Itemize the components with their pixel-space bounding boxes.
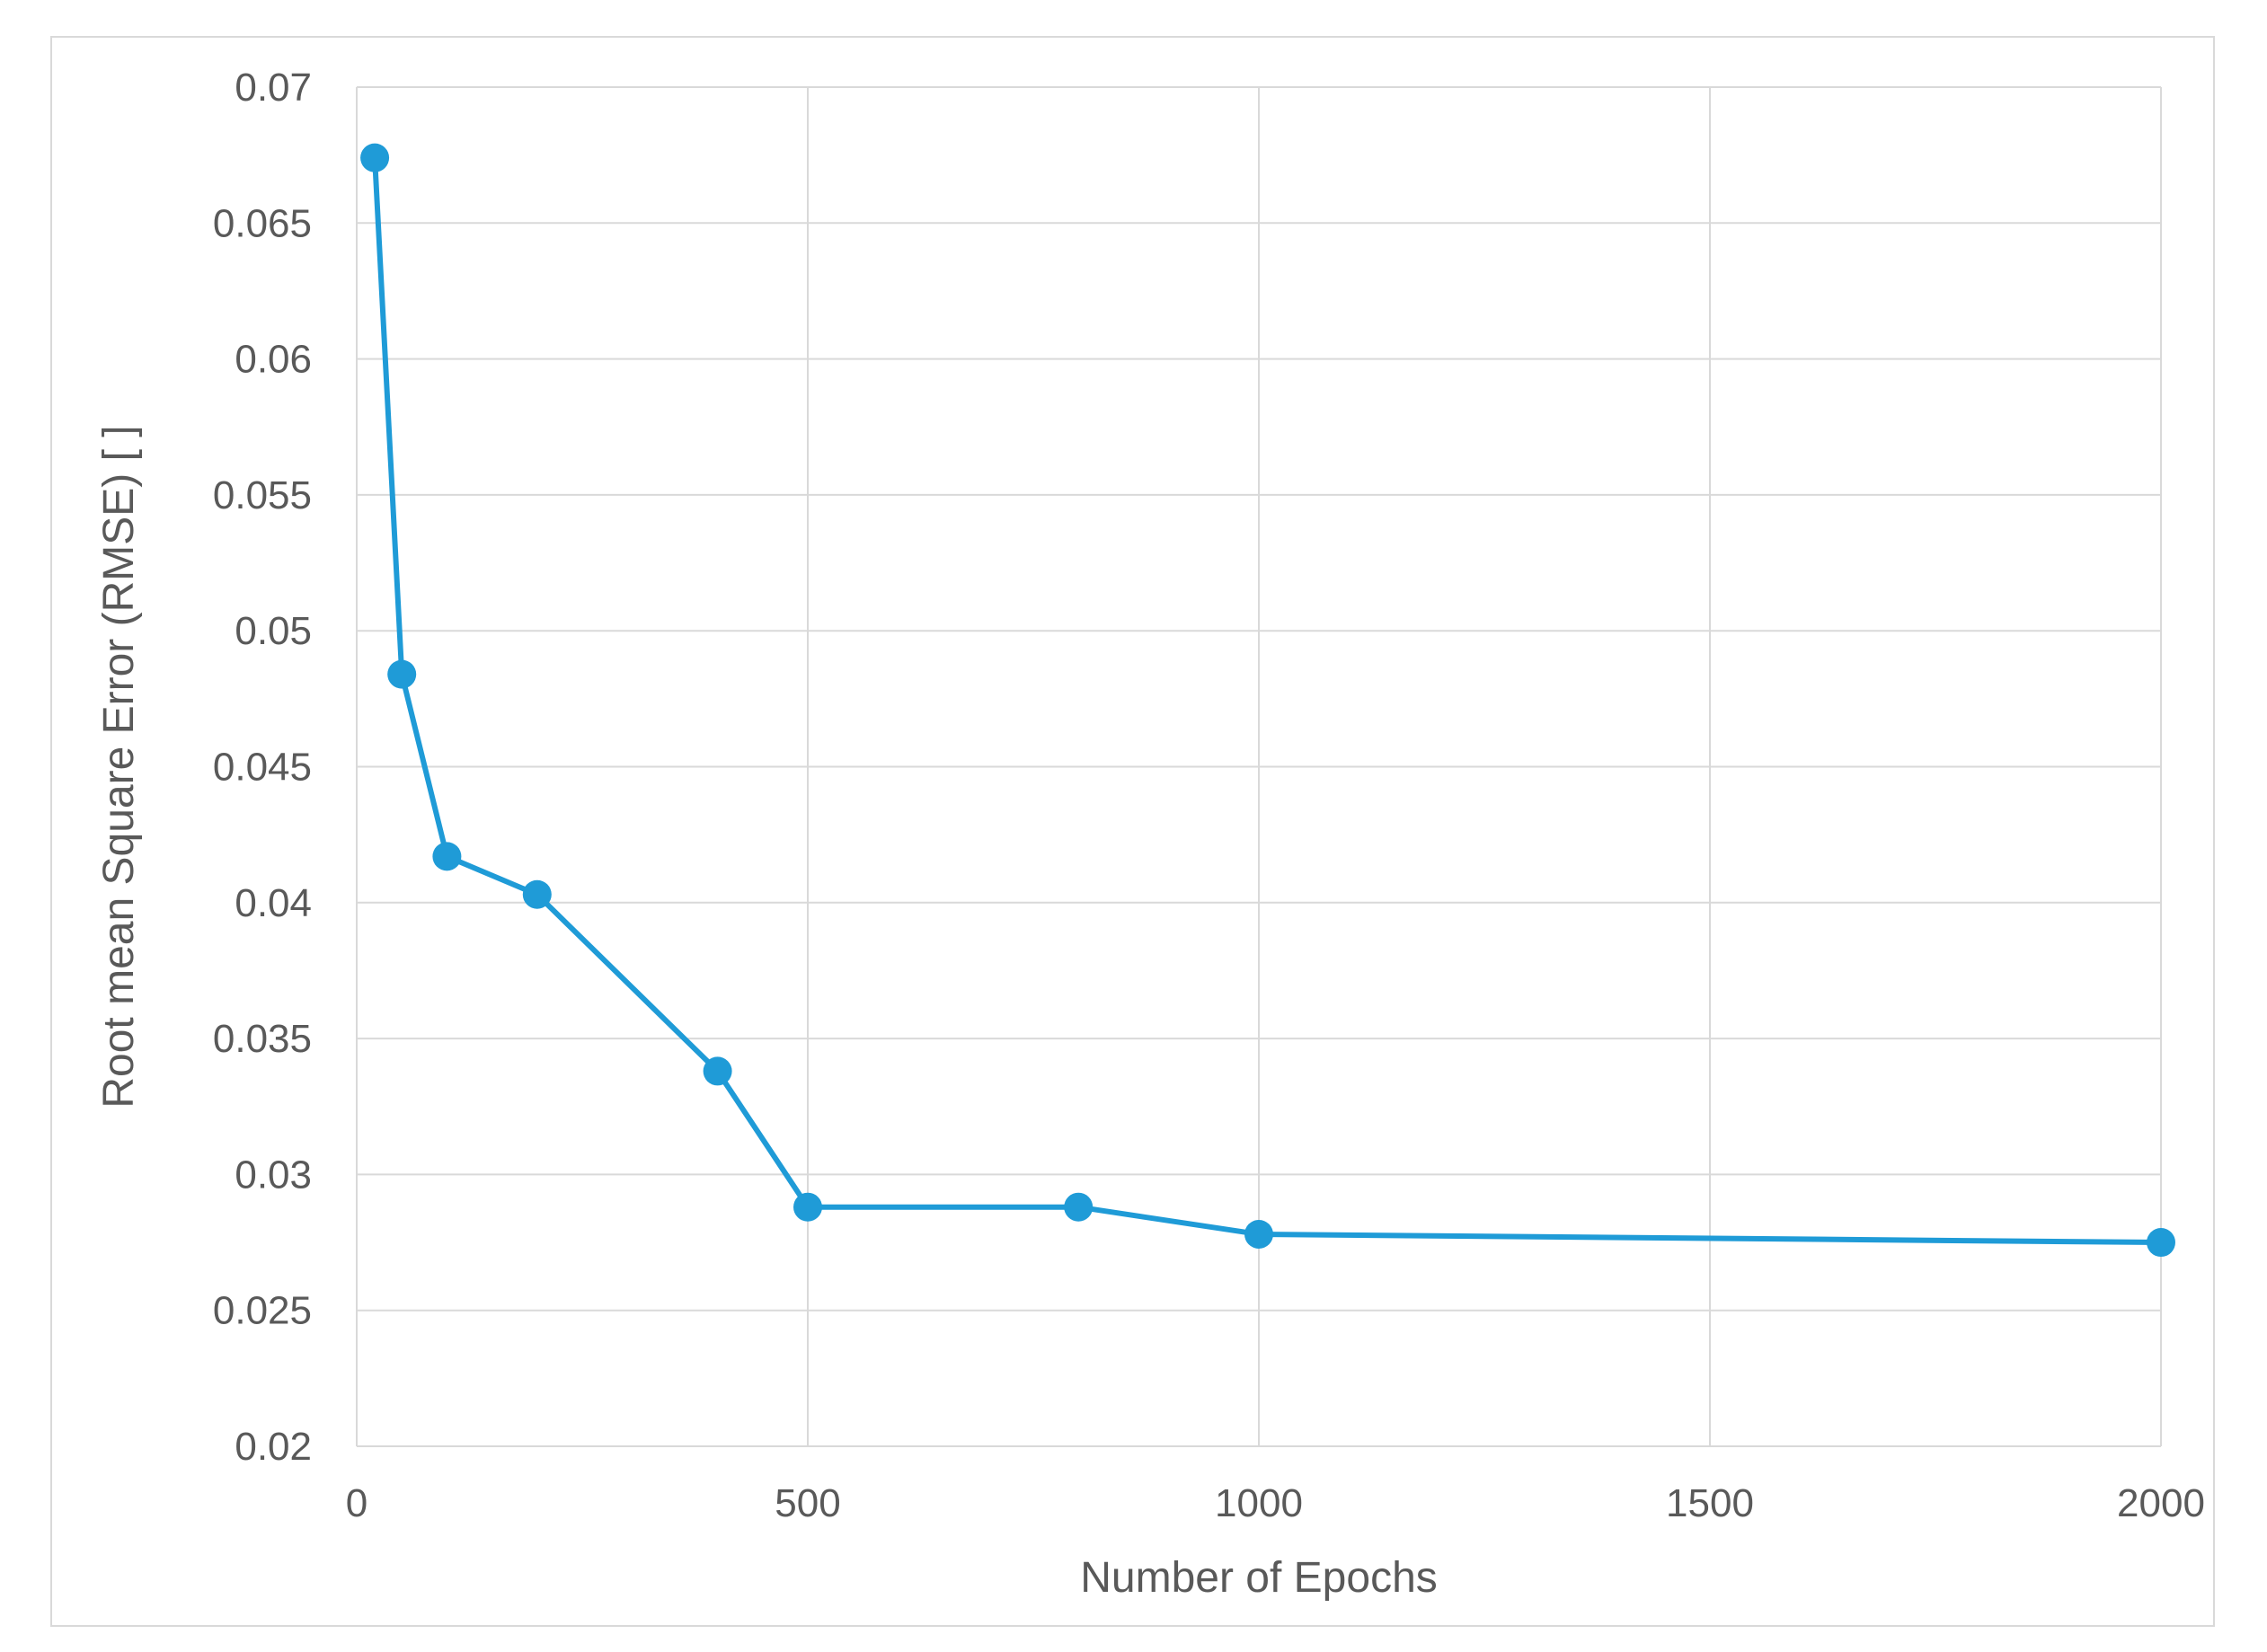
data-point [703,1056,732,1086]
x-tick-label: 2000 [2117,1481,2205,1525]
y-tick-label: 0.03 [235,1153,312,1197]
x-tick-label: 1000 [1215,1481,1303,1525]
y-tick-label: 0.02 [235,1425,312,1469]
y-tick-label: 0.06 [235,338,312,382]
series-line [372,157,2162,1246]
grid-lines [356,86,2162,1447]
data-point [793,1192,822,1222]
chart-frame [50,36,2215,1627]
data-point [2147,1228,2175,1258]
data-point [432,842,462,871]
y-tick-label: 0.04 [235,881,312,925]
y-axis-title: Root mean Square Error (RMSE) [ ] [95,425,143,1108]
x-tick-label: 500 [775,1481,840,1525]
y-tick-label: 0.035 [213,1017,312,1061]
y-tick-label: 0.025 [213,1289,312,1333]
data-point [522,879,552,909]
series-group [360,143,2175,1258]
y-tick-label: 0.045 [213,746,312,790]
y-tick-label: 0.07 [235,66,312,110]
data-point [1244,1219,1273,1249]
x-tick-label: 0 [346,1481,368,1525]
y-tick-label: 0.05 [235,609,312,653]
y-axis-ticks: 0.02 0.025 0.03 0.035 0.04 0.045 0.05 0.055 0.06… [213,66,312,1469]
data-point [360,143,390,172]
data-point [387,659,417,689]
x-tick-label: 1500 [1666,1481,1754,1525]
y-tick-label: 0.065 [213,201,312,245]
x-axis-title: Number of Epochs [1080,1554,1438,1602]
y-tick-label: 0.055 [213,473,312,517]
data-point [1064,1192,1094,1222]
x-axis-ticks: 0 500 1000 1500 2000 [346,1481,2205,1525]
